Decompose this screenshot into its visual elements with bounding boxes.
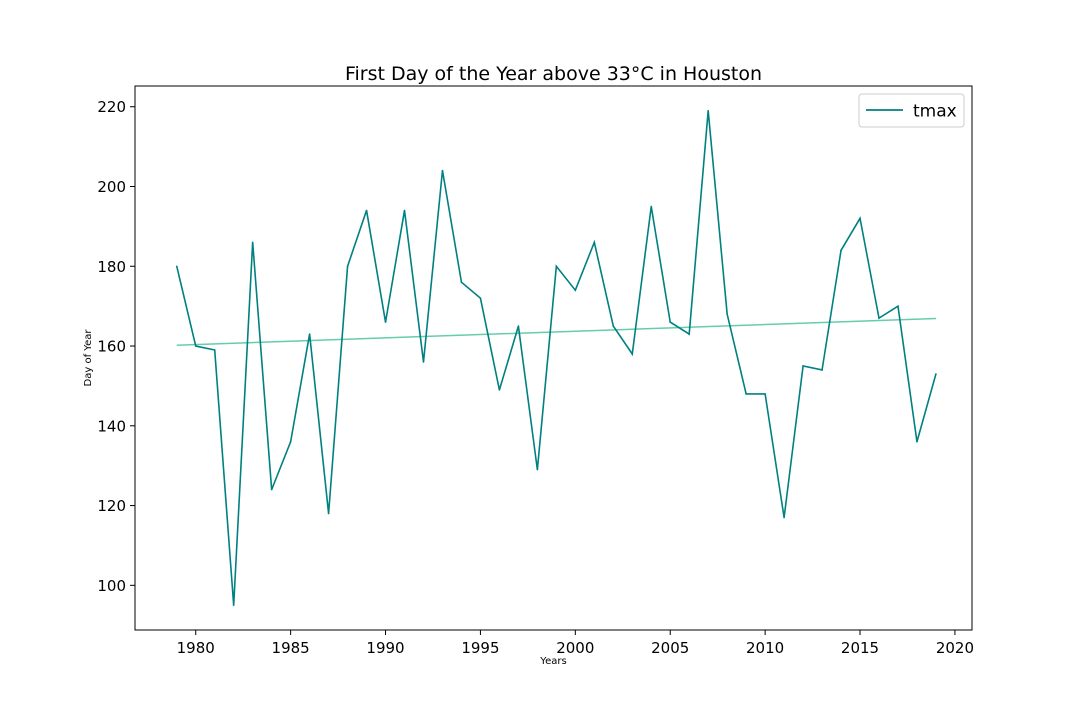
y-axis-label: Day of Year (83, 329, 94, 387)
x-tick-label-2010: 2010 (746, 639, 784, 657)
data-point-2007 (707, 109, 709, 112)
data-point-1984 (270, 488, 273, 491)
data-point-1993 (441, 169, 444, 172)
legend-label-tmax: tmax (913, 102, 957, 122)
x-tick-label-2000: 2000 (556, 639, 594, 657)
x-tick-label-1995: 1995 (461, 639, 499, 657)
data-point-2004 (650, 205, 653, 208)
data-point-1998 (536, 468, 539, 471)
x-tick-label-2020: 2020 (936, 639, 974, 657)
data-point-2017 (897, 305, 899, 307)
y-tick-label-200: 200 (97, 178, 126, 196)
y-tick-label-120: 120 (97, 497, 126, 515)
data-point-2003 (631, 353, 634, 355)
data-point-1992 (422, 361, 425, 363)
series-layer (175, 109, 937, 607)
data-point-1985 (289, 440, 292, 443)
data-point-1986 (308, 333, 311, 335)
x-tick-label-1990: 1990 (366, 639, 404, 657)
x-tick-label-2015: 2015 (841, 639, 879, 657)
data-point-2001 (593, 241, 596, 244)
y-tick-label-180: 180 (97, 258, 126, 276)
data-point-2000 (574, 289, 577, 291)
data-point-2015 (859, 217, 861, 220)
data-point-2006 (688, 333, 691, 335)
legend: tmax (858, 93, 965, 128)
data-point-2018 (916, 440, 918, 443)
y-tick-label-140: 140 (97, 417, 126, 435)
data-point-2013 (821, 369, 823, 371)
x-tick-label-1985: 1985 (272, 639, 310, 657)
trend-line (176, 317, 936, 346)
y-axis: 100 120 140 160 180 200 220 (97, 98, 135, 595)
data-point-1994 (460, 281, 463, 284)
data-point-2009 (745, 393, 747, 395)
legend-box (858, 93, 965, 128)
data-point-1997 (517, 325, 520, 327)
data-point-2002 (612, 325, 615, 327)
data-point-1980 (194, 345, 197, 347)
data-point-1995 (479, 297, 482, 299)
x-axis: 1980 1985 1990 1995 2000 2005 2010 2015 2020 (177, 630, 974, 657)
data-point-2011 (783, 516, 785, 519)
data-point-1991 (403, 209, 406, 212)
data-point-1987 (327, 512, 330, 515)
y-tick-label-220: 220 (97, 98, 126, 116)
data-point-2014 (840, 249, 842, 252)
data-point-1999 (555, 265, 558, 268)
x-tick-label-1980: 1980 (177, 639, 215, 657)
data-point-1990 (384, 321, 387, 323)
series-line-tmax (175, 110, 937, 606)
y-tick-label-160: 160 (97, 338, 126, 356)
plot-area (134, 85, 973, 631)
y-tick-label-100: 100 (97, 577, 126, 595)
data-point-1989 (365, 209, 368, 212)
data-point-1981 (213, 349, 216, 351)
data-point-1979 (175, 265, 178, 268)
data-point-1983 (251, 241, 254, 244)
data-point-2016 (878, 317, 880, 319)
data-point-2008 (726, 313, 728, 315)
data-point-1996 (498, 389, 501, 391)
chart-title: First Day of the Year above 33°C in Hous… (345, 63, 762, 85)
data-point-1988 (346, 265, 349, 268)
x-axis-label: Years (539, 656, 566, 667)
data-point-2005 (669, 321, 672, 323)
data-point-2019 (935, 373, 937, 375)
data-point-2010 (764, 393, 766, 395)
data-point-1982 (232, 604, 235, 607)
data-point-2012 (802, 365, 804, 367)
x-tick-label-2005: 2005 (651, 639, 689, 657)
